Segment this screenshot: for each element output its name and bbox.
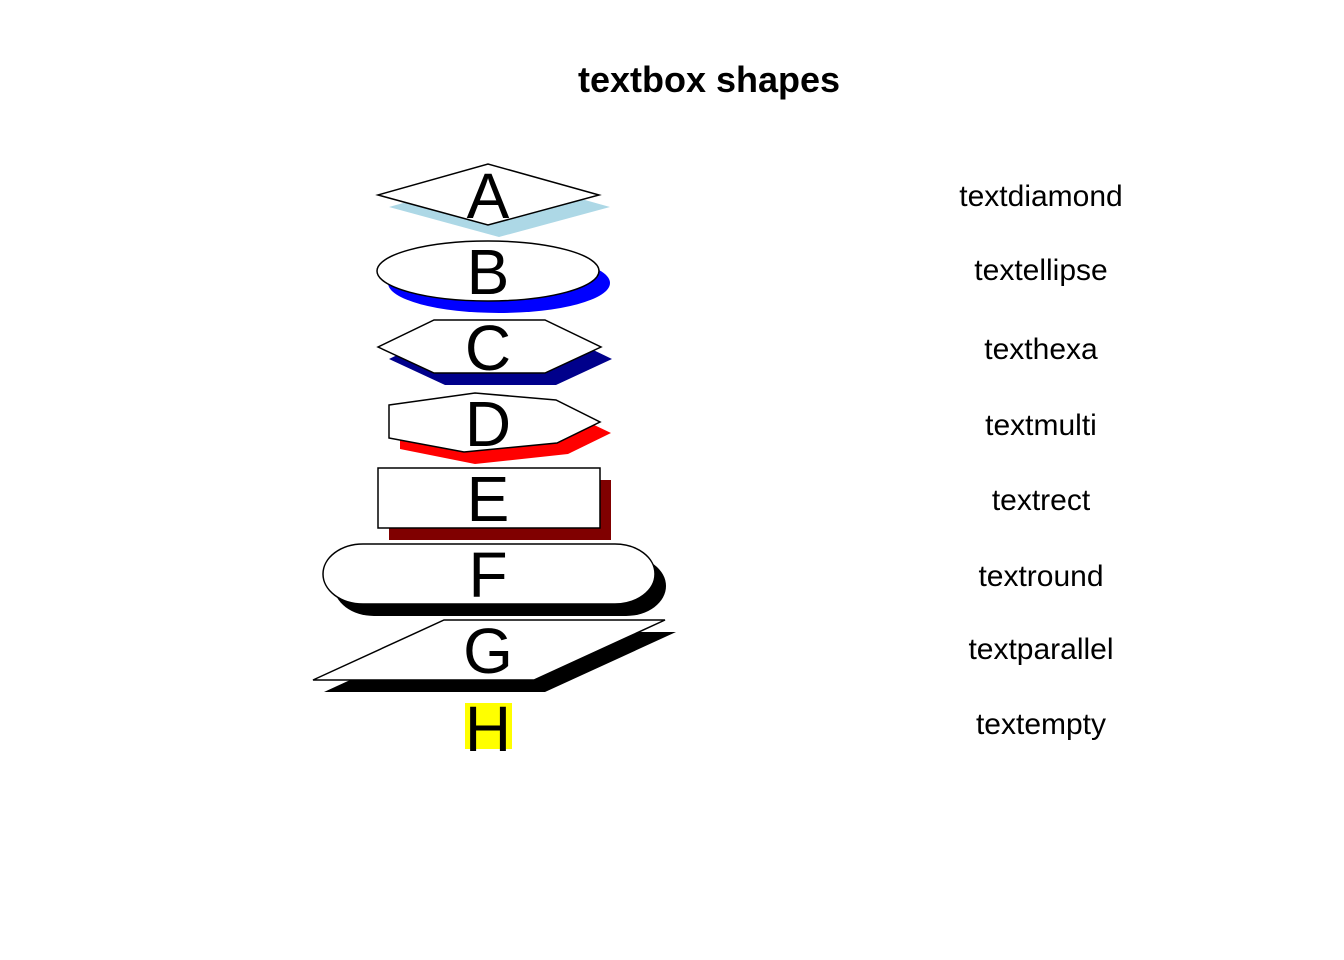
label-textrect: textrect (992, 484, 1091, 517)
label-textparallel: textparallel (968, 633, 1113, 666)
shape-polygon: D (388, 388, 611, 464)
letter-d: D (465, 388, 511, 460)
rectangle-box (377, 467, 601, 529)
parallelogram-box (312, 619, 666, 681)
letter-g: G (463, 615, 513, 687)
shape-hexagon: C (376, 312, 612, 385)
label-textdiamond: textdiamond (959, 180, 1122, 213)
letter-a: A (467, 160, 510, 232)
ellipse-box (376, 240, 600, 302)
label-textmulti: textmulti (985, 409, 1097, 442)
shape-rounded-rectangle: F (322, 539, 666, 616)
rounded-rectangle-box (322, 543, 656, 605)
label-textround: textround (978, 560, 1103, 593)
letter-e: E (467, 463, 510, 535)
diamond-box (375, 163, 602, 226)
hexagon-box (376, 319, 603, 374)
shape-ellipse: B (376, 236, 610, 313)
shape-rectangle: E (377, 463, 611, 540)
letter-b: B (467, 236, 510, 308)
polygon-box (388, 392, 602, 453)
label-texthexa: texthexa (984, 333, 1098, 366)
empty-highlight (465, 703, 512, 749)
label-textellipse: textellipse (974, 254, 1107, 287)
label-textempty: textempty (976, 708, 1106, 741)
letter-h: H (465, 693, 511, 765)
letter-f: F (468, 539, 507, 611)
shape-empty: H (465, 693, 512, 765)
shape-parallelogram: G (312, 615, 676, 692)
letter-c: C (465, 312, 511, 384)
shape-diamond: A (375, 160, 610, 237)
diagram-title: textbox shapes (578, 59, 840, 100)
